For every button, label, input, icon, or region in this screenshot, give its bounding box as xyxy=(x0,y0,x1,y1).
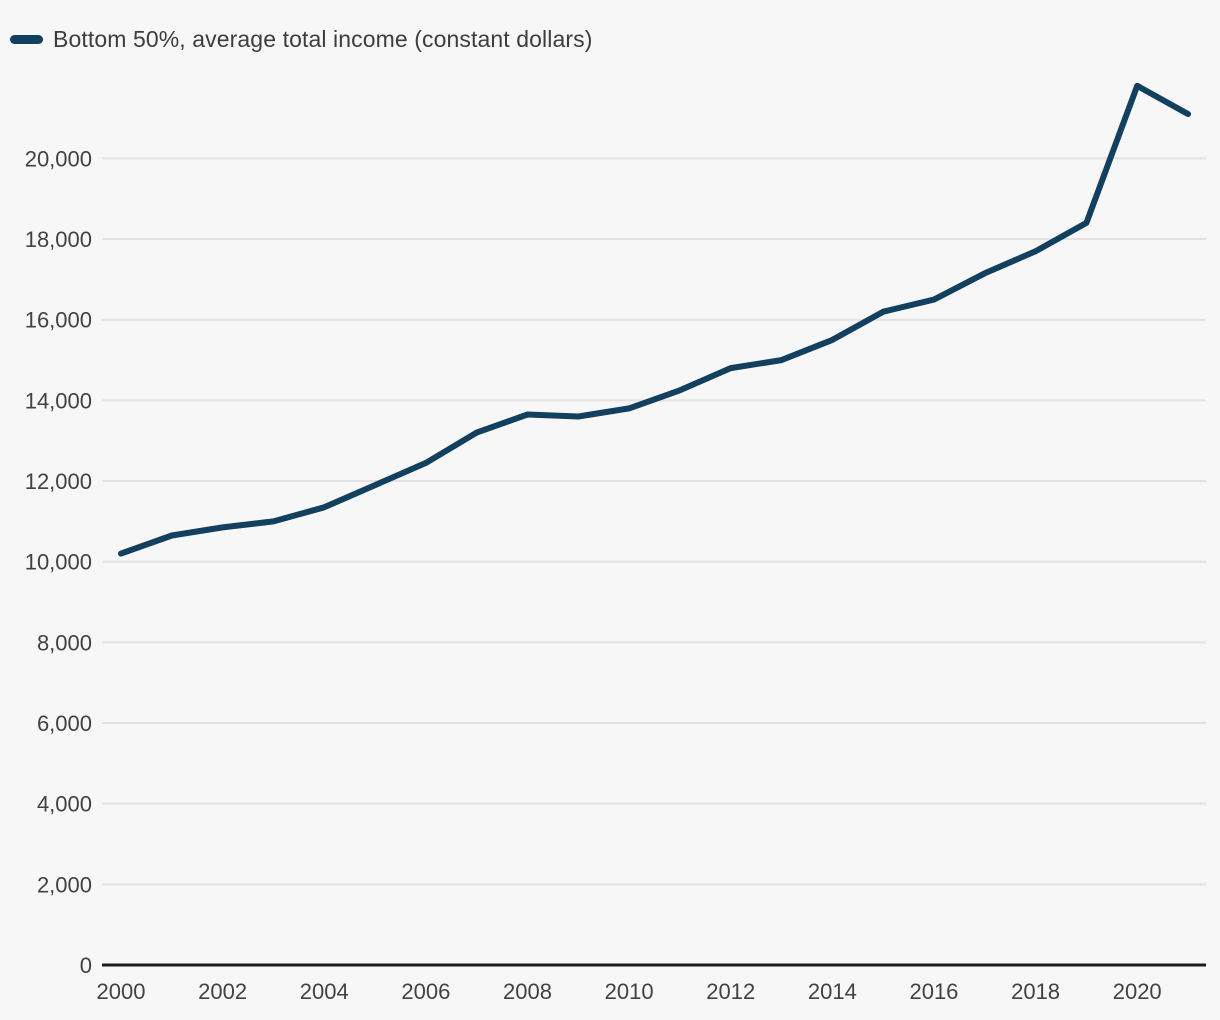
y-tick-label: 8,000 xyxy=(37,630,92,655)
x-tick-label: 2016 xyxy=(909,979,958,1004)
legend-line-swatch xyxy=(10,35,43,45)
y-tick-label: 2,000 xyxy=(37,872,92,897)
data-line-bottom-50pct xyxy=(118,82,1191,557)
x-tick-label: 2006 xyxy=(401,979,450,1004)
x-tick-label: 2004 xyxy=(300,979,349,1004)
x-tick-label: 2020 xyxy=(1113,979,1162,1004)
x-tick-label: 2018 xyxy=(1011,979,1060,1004)
y-tick-label: 4,000 xyxy=(37,792,92,817)
x-tick-label: 2014 xyxy=(808,979,857,1004)
x-tick-label: 2012 xyxy=(706,979,755,1004)
x-tick-label: 2000 xyxy=(97,979,146,1004)
x-tick-label: 2002 xyxy=(198,979,247,1004)
y-tick-label: 20,000 xyxy=(25,146,92,171)
y-tick-label: 16,000 xyxy=(25,308,92,333)
legend: Bottom 50%, average total income (consta… xyxy=(10,26,592,54)
legend-label: Bottom 50%, average total income (consta… xyxy=(53,26,593,52)
y-tick-label: 12,000 xyxy=(25,469,92,494)
y-tick-label: 6,000 xyxy=(37,711,92,736)
y-tick-label: 0 xyxy=(80,953,92,978)
y-tick-label: 14,000 xyxy=(25,388,92,413)
x-tick-label: 2010 xyxy=(605,979,654,1004)
y-tick-label: 18,000 xyxy=(25,227,92,252)
x-tick-label: 2008 xyxy=(503,979,552,1004)
y-tick-label: 10,000 xyxy=(25,550,92,575)
